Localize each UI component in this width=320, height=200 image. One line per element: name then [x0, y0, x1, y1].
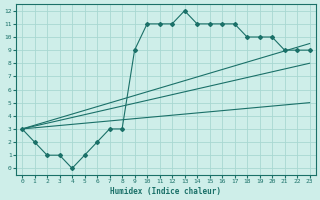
X-axis label: Humidex (Indice chaleur): Humidex (Indice chaleur) — [110, 187, 221, 196]
